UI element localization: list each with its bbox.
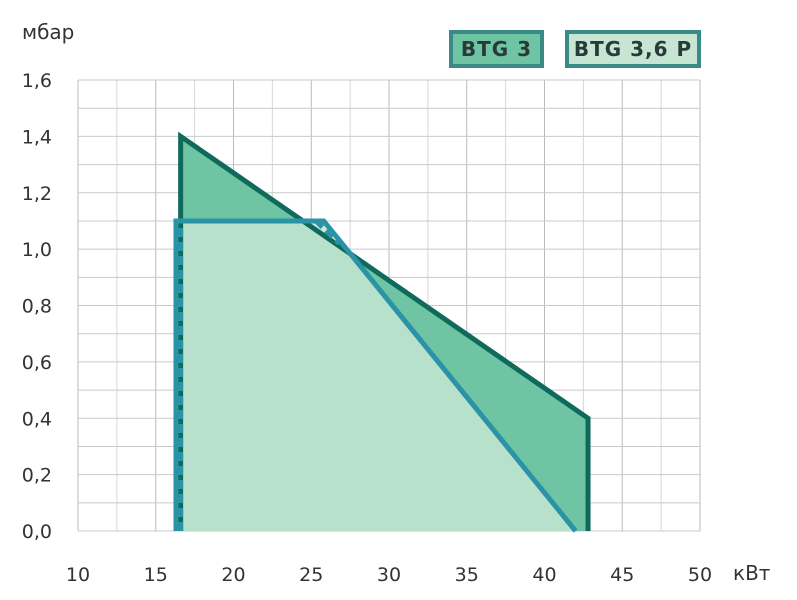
x-tick-labels: 10 15 20 25 30 35 40 45 50 — [66, 564, 712, 586]
series-lines — [173, 131, 591, 533]
legend-btg36p: BTG 3,6 P — [565, 30, 701, 68]
x-axis-label: кВт — [733, 561, 771, 585]
areas — [175, 136, 589, 531]
x-tick-label: 20 — [221, 564, 245, 586]
x-tick-label: 45 — [610, 564, 634, 586]
y-tick-label: 0,8 — [22, 296, 52, 318]
x-tick-label: 15 — [144, 564, 168, 586]
x-tick-label: 35 — [455, 564, 479, 586]
series-line-1 — [173, 218, 578, 533]
area-series-1 — [175, 220, 576, 531]
y-tick-label: 1,6 — [22, 70, 52, 92]
y-tick-label: 1,0 — [22, 239, 52, 261]
x-tick-label: 50 — [688, 564, 712, 586]
y-axis-label: мбар — [22, 20, 75, 44]
x-tick-label: 40 — [532, 564, 556, 586]
x-tick-label: 25 — [299, 564, 323, 586]
y-tick-label: 0,2 — [22, 465, 52, 487]
legend-btg3: BTG 3 — [449, 30, 544, 68]
y-tick-label: 1,2 — [22, 183, 52, 205]
y-tick-label: 0,6 — [22, 352, 52, 374]
legend-btg3-label: BTG 3 — [460, 37, 533, 61]
y-tick-label: 1,4 — [22, 126, 52, 148]
x-tick-label: 10 — [66, 564, 90, 586]
legend-btg36p-label: BTG 3,6 P — [573, 37, 693, 61]
dashed-line-1 — [314, 219, 341, 246]
y-tick-labels: 0,0 0,2 0,4 0,6 0,8 1,0 1,2 1,4 1,6 — [22, 70, 52, 543]
y-tick-label: 0,0 — [22, 521, 52, 543]
y-tick-label: 0,4 — [22, 408, 52, 430]
x-tick-label: 30 — [377, 564, 401, 586]
